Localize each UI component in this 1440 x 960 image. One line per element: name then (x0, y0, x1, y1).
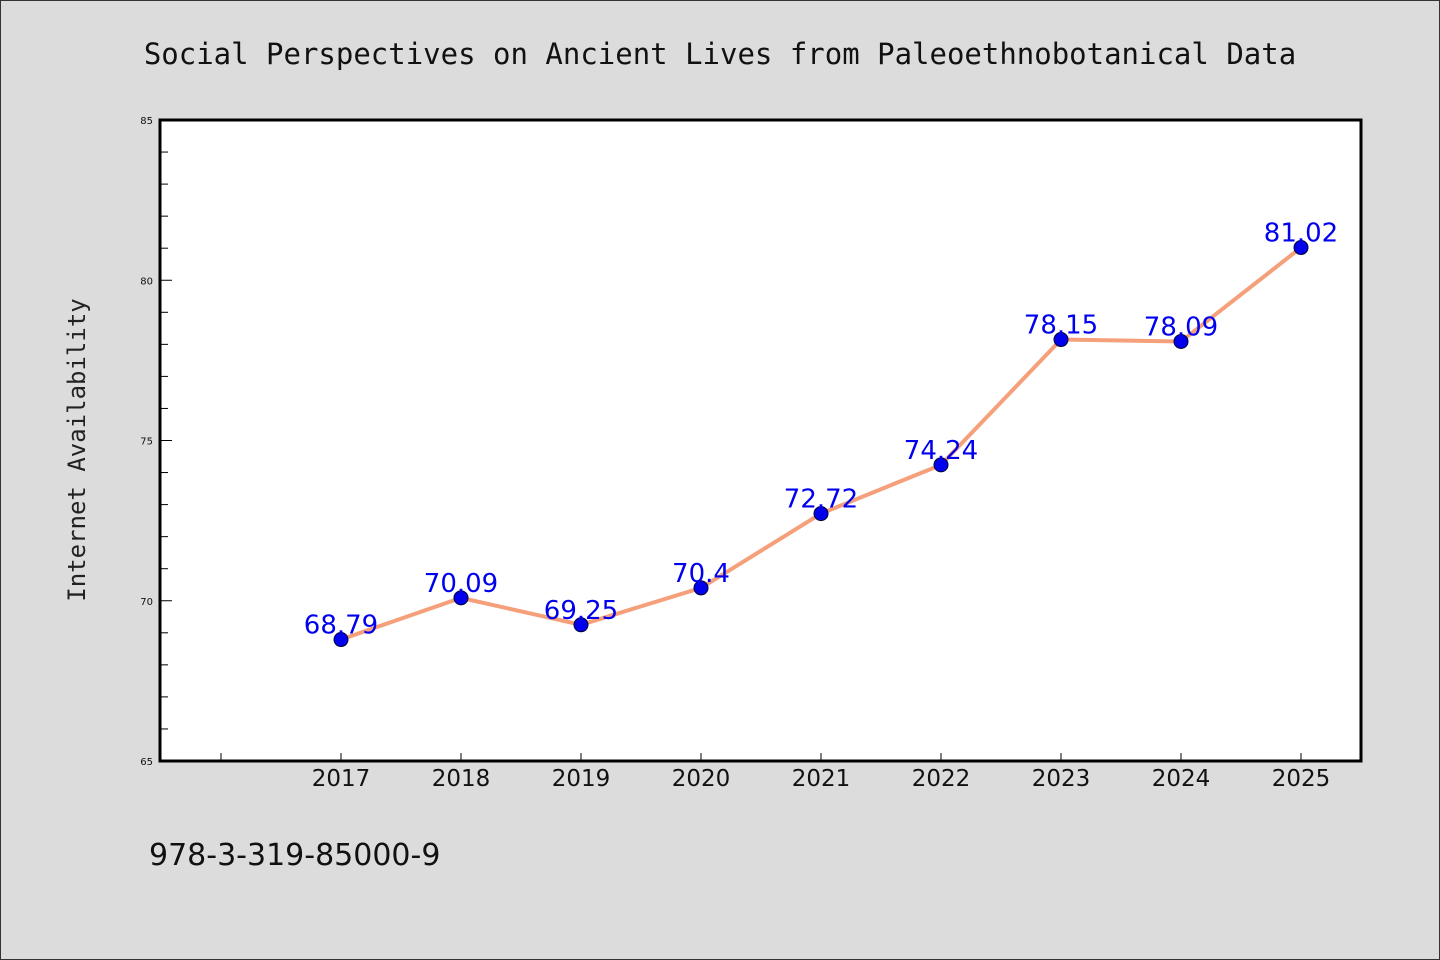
data-point-marker (453, 590, 469, 606)
y-tick-label: 70 (140, 597, 153, 608)
x-axis-ticks: 2017 2018 2019 2020 2021 2022 2023 2024 2025 (220, 753, 1331, 792)
data-labels-group: 68.79 70.09 69.25 70.4 72.72 74.24 78.15 78.09 8… (304, 219, 1338, 641)
data-label: 70.09 (424, 569, 498, 599)
x-tick-label: 2023 (1032, 766, 1091, 792)
x-tick-label: 2022 (912, 766, 971, 792)
data-point-marker (333, 632, 349, 648)
data-label: 70.4 (672, 559, 730, 589)
y-axis-ticks: 65 70 75 80 85 (140, 116, 172, 768)
series-markers-group (333, 240, 1309, 648)
data-label: 68.79 (304, 611, 378, 641)
x-tick-label: 2020 (672, 766, 731, 792)
data-label: 78.09 (1144, 312, 1218, 342)
x-tick-label: 2018 (432, 766, 491, 792)
data-point-marker (1293, 240, 1309, 256)
isbn-text: 978-3-319-85000-9 (149, 838, 440, 873)
data-label: 72.72 (784, 485, 858, 515)
data-point-marker (1053, 332, 1069, 348)
y-tick-label: 85 (140, 116, 153, 127)
y-tick-label: 80 (140, 276, 153, 287)
plot-area (158, 118, 1363, 763)
data-label: 78.15 (1024, 311, 1098, 341)
x-tick-label: 2021 (792, 766, 851, 792)
data-point-marker (933, 457, 949, 473)
x-tick-label: 2025 (1272, 766, 1331, 792)
data-point-marker (1173, 333, 1189, 349)
x-tick-label: 2019 (552, 766, 611, 792)
data-point-marker (573, 617, 589, 633)
chart-title: Social Perspectives on Ancient Lives fro… (144, 37, 1296, 71)
x-tick-label: 2017 (312, 766, 371, 792)
x-tick-label: 2024 (1152, 766, 1211, 792)
y-axis-label: Internet Availability (63, 298, 91, 601)
y-tick-label: 75 (140, 437, 153, 448)
data-point-marker (813, 506, 829, 522)
data-label: 74.24 (904, 436, 978, 466)
data-label: 81.02 (1264, 219, 1338, 249)
data-point-marker (693, 580, 709, 596)
data-label: 69.25 (544, 596, 618, 626)
y-tick-label: 65 (140, 757, 153, 768)
